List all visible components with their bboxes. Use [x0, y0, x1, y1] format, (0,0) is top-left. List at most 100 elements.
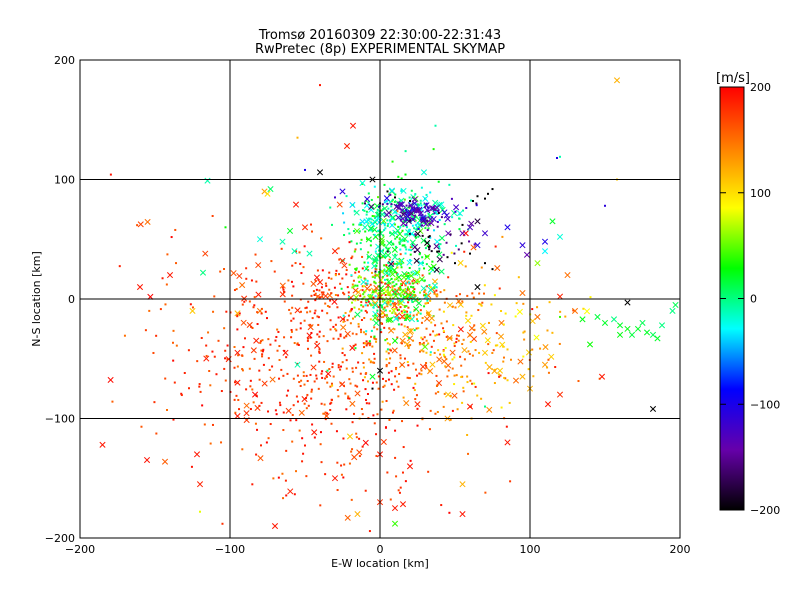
point-dot	[363, 317, 366, 320]
point-dot	[217, 339, 220, 342]
point-dot	[307, 300, 310, 303]
point-dot	[374, 274, 377, 277]
point-dot	[339, 335, 342, 338]
point-dot	[456, 334, 459, 337]
point-dot	[238, 312, 241, 315]
point-dot	[451, 409, 454, 412]
point-dot	[412, 293, 415, 296]
point-dot	[421, 234, 424, 237]
point-dot	[425, 202, 428, 205]
point-dot	[430, 321, 433, 324]
point-cross	[361, 224, 369, 231]
point-dot	[405, 219, 408, 222]
point-cross	[534, 260, 541, 267]
point-dot	[305, 374, 308, 377]
point-dot	[402, 225, 405, 228]
point-dot	[397, 287, 400, 290]
point-dot	[261, 350, 264, 353]
colorbar-tick-label: −200	[750, 504, 780, 517]
y-tick-label: −200	[45, 532, 75, 545]
point-cross	[406, 463, 414, 470]
point-dot	[302, 452, 305, 455]
point-dot	[399, 240, 402, 243]
point-dot	[390, 277, 393, 280]
point-dot	[337, 316, 340, 319]
point-dot	[414, 214, 417, 217]
point-dot	[348, 378, 351, 381]
point-dot	[383, 384, 386, 387]
point-dot	[421, 256, 424, 259]
point-dot	[381, 306, 384, 309]
point-cross	[468, 220, 475, 227]
point-dot	[362, 379, 365, 382]
point-dot	[433, 291, 436, 294]
point-dot	[319, 84, 321, 87]
point-dot	[395, 272, 398, 275]
point-cross	[479, 322, 486, 329]
point-dot	[395, 204, 398, 207]
point-dot	[329, 328, 332, 331]
point-dot	[306, 339, 309, 342]
point-cross	[438, 268, 445, 275]
point-dot	[407, 364, 410, 367]
point-dot	[498, 287, 501, 290]
point-dot	[407, 299, 410, 302]
point-dot	[440, 504, 443, 507]
point-dot	[314, 279, 317, 282]
point-dot	[445, 320, 448, 323]
point-dot	[408, 377, 411, 380]
point-dot	[487, 192, 489, 195]
point-dot	[383, 288, 386, 291]
point-cross	[523, 251, 531, 258]
point-cross	[398, 201, 406, 208]
point-dot	[428, 314, 431, 317]
point-cross	[369, 220, 376, 227]
point-dot	[407, 347, 410, 350]
point-dot	[408, 219, 411, 222]
point-cross	[240, 319, 247, 326]
point-dot	[441, 207, 444, 210]
point-cross	[411, 196, 418, 203]
point-dot	[412, 362, 415, 365]
point-cross	[384, 252, 392, 259]
point-dot	[369, 244, 372, 247]
point-dot	[269, 343, 272, 346]
point-dot	[305, 306, 308, 309]
point-dot	[299, 322, 302, 325]
point-cross	[556, 391, 564, 398]
point-dot	[254, 253, 257, 256]
point-dot	[376, 328, 379, 331]
point-dot	[462, 386, 465, 389]
point-dot	[364, 489, 367, 492]
point-cross	[457, 259, 464, 266]
point-cross	[474, 218, 481, 225]
point-dot	[342, 318, 345, 321]
point-cross	[234, 349, 241, 356]
point-cross	[418, 276, 425, 283]
point-dot	[447, 369, 450, 372]
point-dot	[343, 234, 346, 237]
point-dot	[226, 358, 229, 361]
point-dot	[383, 183, 386, 186]
point-dot	[411, 301, 414, 304]
point-cross	[243, 410, 250, 417]
point-dot	[425, 351, 428, 354]
point-dot	[444, 356, 447, 359]
point-dot	[451, 358, 454, 361]
point-dot	[439, 291, 442, 294]
point-dot	[554, 366, 557, 369]
point-dot	[310, 354, 313, 357]
point-dot	[400, 190, 403, 193]
point-dot	[428, 272, 431, 275]
point-cross	[402, 331, 409, 338]
point-cross	[470, 244, 477, 251]
point-dot	[419, 199, 422, 202]
point-dot	[515, 302, 518, 305]
point-dot	[383, 292, 386, 295]
point-dot	[300, 379, 303, 382]
point-dot	[386, 274, 389, 277]
point-cross	[256, 236, 264, 243]
point-cross	[414, 269, 421, 276]
point-dot	[253, 357, 256, 360]
point-dot	[475, 204, 478, 207]
